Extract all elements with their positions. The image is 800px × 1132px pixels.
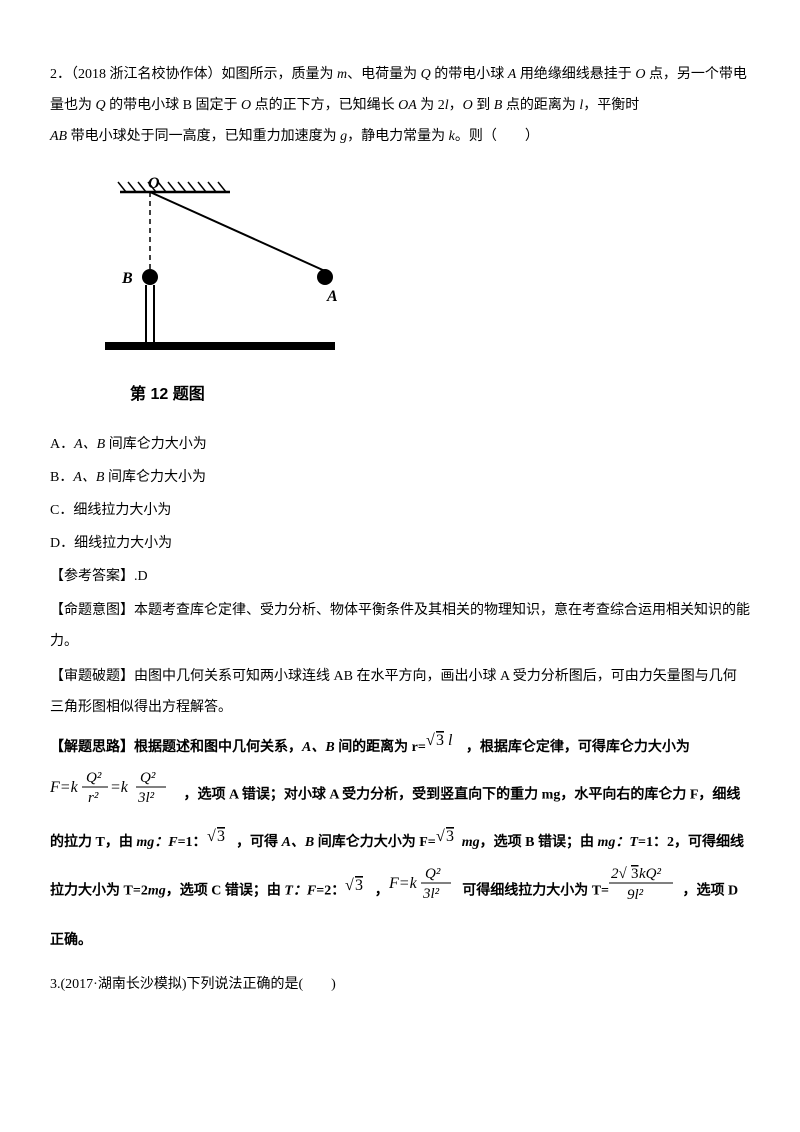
sqrt3l-formula: √3 l	[426, 728, 466, 767]
svg-text:B: B	[121, 270, 133, 287]
diagram-caption: 第 12 题图	[130, 377, 750, 412]
text: mg	[462, 835, 480, 850]
svg-text:O: O	[148, 175, 160, 192]
text: 、电荷量为	[347, 67, 421, 82]
option-d: D．细线拉力大小为	[50, 529, 750, 560]
svg-text:F=k: F=k	[50, 779, 79, 796]
text: ，静电力常量为	[347, 129, 449, 144]
text: 可得细线拉力大小为 T=	[459, 884, 609, 899]
text: ，可得	[233, 835, 282, 850]
text: 点的正下方，已知绳长	[251, 98, 398, 113]
text: ，平衡时	[583, 98, 639, 113]
var-Q: Q	[421, 67, 431, 82]
option-a: A．A、B 间库仑力大小为	[50, 430, 750, 461]
option-b: B．A、B 间库仑力大小为	[50, 463, 750, 494]
text: 间库仑力大小为 F=	[314, 835, 436, 850]
text: 到	[473, 98, 494, 113]
svg-text:3: 3	[355, 877, 363, 894]
var-Q: Q	[96, 98, 106, 113]
var-AB: AB	[50, 129, 67, 144]
text: T：F	[284, 884, 316, 899]
q2-stem: 2．（2018 浙江名校协作体）如图所示，质量为 m、电荷量为 Q 的带电小球 …	[50, 60, 750, 152]
var-O: O	[463, 98, 473, 113]
solution: 【解题思路】根据题述和图中几何关系，A、B 间的距离为 r=√3 l，根据库仑定…	[50, 728, 750, 960]
sqrt3-formula: √3	[436, 823, 462, 862]
text: 【解题思路】根据题述和图中几何关系，	[50, 740, 302, 755]
text: =2：	[316, 884, 345, 899]
tension-formula: 2√3kQ² 9l²	[609, 862, 679, 920]
svg-text:3l²: 3l²	[137, 790, 155, 806]
text: 。则（ ）	[455, 129, 539, 144]
text: ，	[449, 98, 463, 113]
text: 间的距离为 r=	[335, 740, 426, 755]
sqrt3-formula: √3	[345, 872, 371, 911]
text: A、B	[282, 835, 315, 850]
svg-text:=k: =k	[110, 779, 129, 796]
svg-text:kQ²: kQ²	[639, 866, 661, 882]
intent: 【命题意图】本题考查库仑定律、受力分析、物体平衡条件及其相关的物理知识，意在考查…	[50, 596, 750, 658]
var-O: O	[241, 98, 251, 113]
text: mg	[148, 884, 166, 899]
physics-diagram: O B A	[100, 172, 360, 362]
text: ，根据库仑定律，可得库仑力大小为	[466, 740, 690, 755]
text: 点的距离为	[502, 98, 579, 113]
break: 【审题破题】由图中几何关系可知两小球连线 AB 在水平方向，画出小球 A 受力分…	[50, 662, 750, 724]
svg-text:9l²: 9l²	[627, 887, 644, 903]
svg-text:3: 3	[446, 828, 454, 845]
svg-text:Q²: Q²	[140, 770, 156, 786]
svg-text:F=k: F=k	[389, 875, 418, 892]
coulomb-formula: F=k Q² r² =k Q² 3l²	[50, 767, 180, 823]
option-c: C．细线拉力大小为	[50, 496, 750, 527]
text: 的带电小球	[431, 67, 508, 82]
svg-text:√: √	[426, 732, 435, 749]
text: mg：F	[136, 835, 177, 850]
svg-text:r²: r²	[88, 790, 99, 806]
svg-text:3: 3	[436, 732, 444, 749]
text: 2．（2018 浙江名校协作体）如图所示，质量为	[50, 67, 337, 82]
options: A．A、B 间库仑力大小为 B．A、B 间库仑力大小为 C．细线拉力大小为 D．…	[50, 430, 750, 559]
svg-text:Q²: Q²	[86, 770, 102, 786]
svg-text:3l²: 3l²	[422, 886, 440, 902]
var-OA: OA	[398, 98, 417, 113]
svg-text:2√: 2√	[611, 866, 628, 882]
svg-text:√: √	[345, 877, 354, 894]
svg-text:l: l	[448, 732, 453, 749]
coulomb-formula-2: F=k Q² 3l²	[389, 863, 459, 919]
text: ，	[371, 884, 389, 899]
text: mg：T	[598, 835, 638, 850]
svg-text:√: √	[207, 828, 216, 845]
svg-text:3: 3	[217, 828, 225, 845]
var-O: O	[635, 67, 645, 82]
diagram: O B A	[100, 172, 750, 375]
text: A、B	[302, 740, 335, 755]
text: ，选项 B 错误；由	[480, 835, 598, 850]
svg-text:Q²: Q²	[425, 866, 441, 882]
svg-text:3: 3	[631, 866, 639, 882]
text: 用绝缘细线悬挂于	[516, 67, 635, 82]
text: 的带电小球 B 固定于	[106, 98, 241, 113]
sqrt3-formula: √3	[207, 823, 233, 862]
svg-text:A: A	[326, 288, 338, 305]
text: ，选项 C 错误；由	[166, 884, 285, 899]
text: 带电小球处于同一高度，已知重力加速度为	[67, 129, 340, 144]
answer: 【参考答案】.D	[50, 562, 750, 593]
svg-text:√: √	[436, 828, 445, 845]
var-m: m	[337, 67, 347, 82]
text: =1：	[178, 835, 207, 850]
q3-stem: 3.(2017·湖南长沙模拟)下列说法正确的是( )	[50, 970, 750, 1001]
text: 为 2	[417, 98, 445, 113]
